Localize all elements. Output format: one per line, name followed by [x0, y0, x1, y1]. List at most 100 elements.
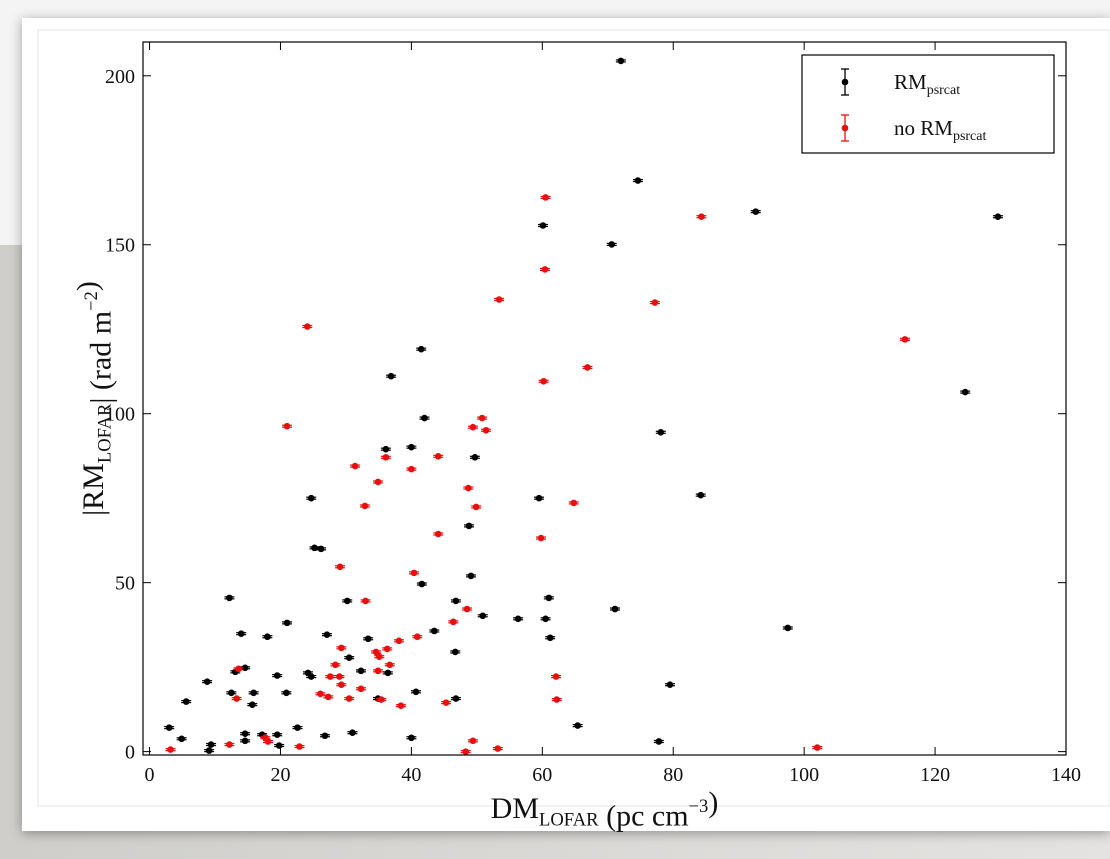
point [431, 627, 438, 635]
point [397, 702, 405, 709]
point [469, 423, 477, 431]
point [241, 730, 249, 738]
point [410, 569, 418, 577]
point [165, 724, 173, 731]
point [275, 742, 283, 749]
point [421, 414, 428, 422]
point [273, 672, 281, 679]
point [553, 696, 561, 703]
point [542, 194, 549, 201]
card-border [37, 29, 1110, 807]
legend-label: RMpsrcat [894, 70, 960, 98]
x-tick-label: 120 [920, 764, 950, 786]
point [249, 701, 256, 708]
point [182, 698, 190, 705]
point [283, 422, 291, 430]
x-label: DMLOFAR (pc cm−3) [491, 786, 719, 833]
point [408, 734, 415, 742]
point [273, 731, 281, 739]
legend-name: no RM [894, 116, 953, 140]
x-tick-label: 140 [1051, 764, 1081, 786]
point [205, 747, 213, 754]
y-label: |RMLOFAR| (rad m−2) [71, 281, 118, 516]
x-tick-label: 20 [270, 764, 290, 786]
point [452, 695, 460, 702]
legend-box [801, 54, 1055, 154]
point [514, 615, 522, 623]
point [442, 699, 450, 706]
y-tick-label: 0 [125, 742, 135, 764]
point [752, 208, 760, 215]
point [345, 654, 353, 661]
point [611, 605, 619, 613]
point [570, 499, 578, 507]
point [235, 665, 242, 673]
point [666, 681, 674, 689]
legend-icon [841, 78, 849, 86]
point [651, 299, 659, 306]
point [364, 635, 372, 643]
y-tick-label: 50 [115, 573, 135, 595]
x-tick-label: 60 [532, 764, 552, 786]
point [634, 177, 642, 184]
point [307, 673, 315, 680]
point [901, 336, 909, 343]
point [386, 661, 394, 669]
point [226, 594, 233, 602]
legend-icon [841, 124, 849, 132]
point [382, 453, 390, 461]
y-tick-label: 200 [105, 66, 135, 88]
point [203, 678, 211, 685]
point [357, 685, 365, 693]
y-tick-label: 150 [105, 235, 135, 257]
point [552, 673, 560, 680]
point [584, 364, 591, 371]
label-part: LOFAR [95, 403, 116, 463]
point [178, 735, 185, 743]
point [167, 746, 174, 753]
point [250, 689, 257, 697]
point [264, 633, 271, 641]
point [784, 624, 792, 632]
point [338, 681, 345, 689]
point [471, 453, 479, 461]
label-part: DM [491, 792, 539, 825]
point [395, 637, 403, 645]
point [451, 648, 459, 656]
point [541, 266, 549, 273]
point [698, 213, 705, 221]
point [283, 689, 290, 697]
point [372, 648, 380, 656]
point [617, 57, 625, 65]
point [226, 741, 233, 748]
point [465, 522, 473, 530]
point [478, 414, 486, 422]
point [697, 491, 705, 499]
point [382, 445, 390, 453]
point [408, 443, 415, 451]
point [546, 634, 554, 642]
point [374, 667, 382, 675]
point [317, 690, 324, 698]
point [434, 530, 442, 538]
label-part: ) [708, 786, 718, 819]
point [241, 737, 249, 745]
point [349, 729, 356, 736]
point [296, 743, 303, 750]
point [542, 615, 549, 623]
point [452, 597, 460, 605]
point [332, 661, 339, 669]
point [655, 738, 663, 745]
point [361, 502, 369, 510]
point [608, 241, 616, 248]
point [463, 605, 471, 613]
point [574, 722, 581, 729]
point [237, 630, 245, 637]
point [383, 645, 391, 653]
point [994, 213, 1002, 221]
point [813, 744, 821, 751]
point [336, 563, 344, 571]
